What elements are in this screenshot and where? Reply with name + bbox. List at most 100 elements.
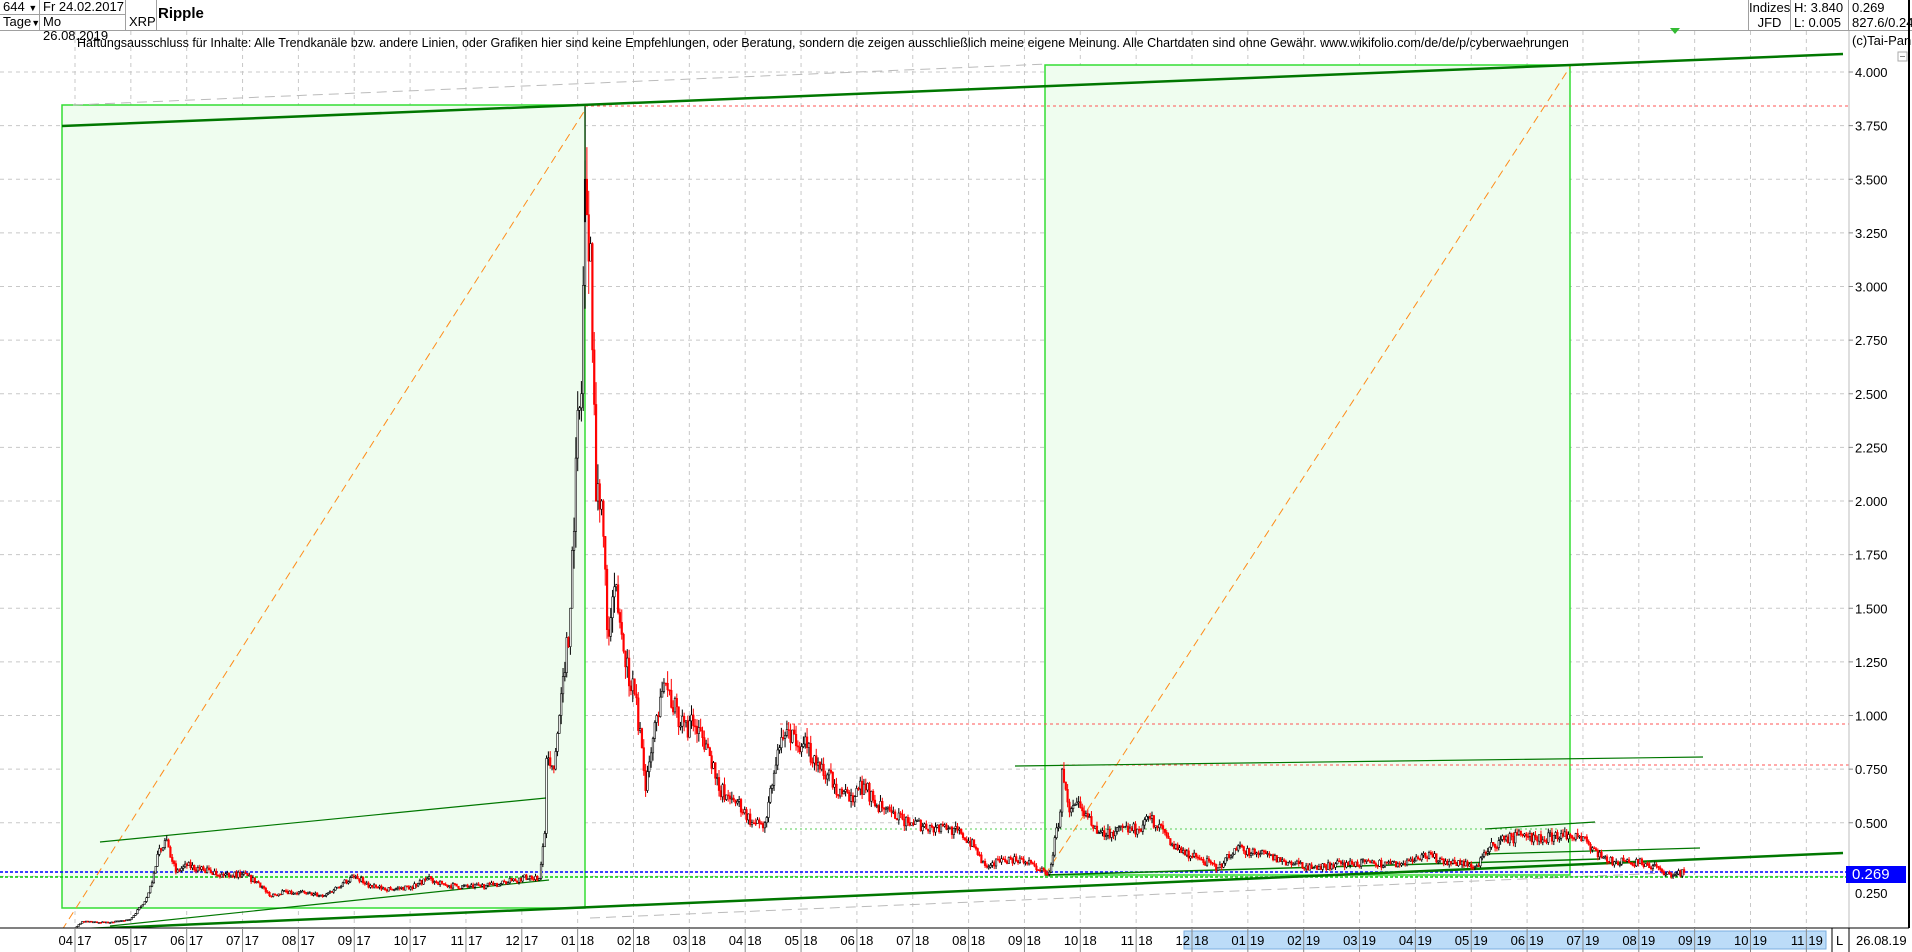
candle bbox=[1633, 865, 1636, 867]
candle bbox=[1165, 832, 1168, 837]
x-tick-year: 18 bbox=[971, 933, 985, 948]
candle bbox=[642, 747, 645, 771]
candle bbox=[688, 720, 691, 738]
time-box-1[interactable] bbox=[61, 104, 586, 909]
candle bbox=[119, 920, 122, 922]
candle bbox=[862, 783, 866, 795]
price-axis[interactable]: 4.000 3.750 3.500 3.250 3.000 2.750 2.500 2.250… bbox=[1849, 65, 1888, 901]
candle bbox=[1545, 840, 1548, 843]
candle bbox=[1167, 835, 1170, 839]
candle bbox=[1055, 827, 1058, 838]
x-tick-month: 08 bbox=[282, 933, 296, 948]
time-axis[interactable]: 04 17 05 17 06 17 07 17 08 17 09 17 10 17 11 17 12 17 01 18… bbox=[59, 928, 1823, 952]
time-range-highlight[interactable] bbox=[1183, 930, 1827, 950]
candle bbox=[824, 775, 827, 780]
candle bbox=[1191, 856, 1194, 858]
candle bbox=[1677, 870, 1680, 875]
candle bbox=[998, 859, 1001, 863]
candle bbox=[81, 921, 84, 924]
marker-triangle-icon[interactable] bbox=[1670, 28, 1680, 34]
candle bbox=[1227, 854, 1231, 859]
candle bbox=[488, 882, 491, 885]
candle bbox=[514, 878, 517, 882]
candle bbox=[1317, 866, 1321, 870]
candle bbox=[657, 715, 660, 717]
candle bbox=[1446, 860, 1449, 866]
trendline-channel-top-2019[interactable] bbox=[1484, 821, 1596, 830]
candle bbox=[1237, 845, 1240, 851]
candle bbox=[794, 734, 798, 747]
trendline-channel-top-2017[interactable] bbox=[99, 797, 547, 843]
candle bbox=[442, 883, 445, 885]
candle bbox=[1681, 869, 1684, 877]
candle bbox=[1644, 863, 1647, 867]
candle bbox=[1646, 863, 1649, 865]
candle bbox=[969, 840, 972, 847]
candle bbox=[492, 882, 495, 886]
candle bbox=[1180, 847, 1183, 854]
x-tick-year: 17 bbox=[412, 933, 426, 948]
candle bbox=[1580, 835, 1583, 842]
candle bbox=[1560, 833, 1563, 839]
candle bbox=[850, 795, 853, 802]
candle bbox=[1660, 869, 1664, 872]
bars-count-dropdown[interactable]: 644 ▼ bbox=[0, 0, 40, 15]
trendline-upper-long[interactable] bbox=[61, 52, 1844, 128]
candle bbox=[1145, 816, 1148, 821]
candle bbox=[1372, 860, 1376, 864]
orange-diagonal-1[interactable] bbox=[61, 109, 586, 931]
end-date[interactable]: Mo 26.08.2019 bbox=[40, 15, 126, 43]
candle bbox=[1283, 859, 1286, 862]
candle bbox=[532, 878, 535, 881]
candle bbox=[749, 813, 752, 826]
candle bbox=[169, 846, 172, 858]
gray-dashed-line-bottom[interactable] bbox=[589, 871, 1691, 919]
y-tick-label: 2.000 bbox=[1855, 494, 1888, 509]
candle bbox=[505, 881, 508, 885]
candle bbox=[1319, 866, 1322, 870]
candle bbox=[1539, 834, 1543, 843]
candle bbox=[846, 789, 849, 793]
candle bbox=[1427, 852, 1431, 859]
candle bbox=[407, 886, 411, 890]
candle bbox=[930, 825, 933, 828]
y-tick-label: 0.250 bbox=[1855, 886, 1888, 901]
candle bbox=[1653, 864, 1656, 867]
candle bbox=[1620, 857, 1623, 865]
orange-diagonal-2[interactable] bbox=[1044, 66, 1571, 876]
axis-mode[interactable]: L bbox=[1836, 933, 1844, 948]
candle bbox=[424, 878, 427, 881]
candle bbox=[1622, 857, 1625, 862]
candle bbox=[1233, 848, 1236, 855]
x-tick-month: 09 bbox=[338, 933, 352, 948]
candle bbox=[952, 828, 955, 835]
candle bbox=[1193, 852, 1196, 857]
candle bbox=[178, 869, 181, 872]
trendline-lower-long[interactable] bbox=[61, 851, 1844, 932]
gray-dashed-line-top[interactable] bbox=[72, 63, 1049, 106]
current-price-label: 0.269 bbox=[1846, 866, 1906, 883]
candle bbox=[376, 886, 379, 889]
candle bbox=[451, 883, 455, 889]
candle bbox=[677, 706, 680, 727]
candle bbox=[910, 822, 913, 826]
candle bbox=[255, 881, 258, 883]
candle bbox=[1018, 857, 1021, 864]
candle bbox=[420, 880, 423, 885]
x-tick-year: 17 bbox=[356, 933, 370, 948]
candle bbox=[182, 866, 185, 869]
candle bbox=[1494, 843, 1497, 848]
candle bbox=[290, 890, 293, 894]
candle bbox=[292, 893, 295, 895]
candle bbox=[180, 868, 183, 871]
start-date[interactable]: Fr 24.02.2017 bbox=[40, 0, 126, 15]
candle bbox=[453, 883, 456, 885]
period-dropdown[interactable]: Tage▼ bbox=[0, 15, 40, 30]
candle bbox=[176, 869, 179, 873]
candle bbox=[1457, 860, 1460, 867]
candle bbox=[405, 885, 409, 888]
candle bbox=[235, 871, 238, 878]
candle bbox=[1136, 828, 1139, 835]
trendline-high-2018[interactable] bbox=[1014, 756, 1704, 767]
